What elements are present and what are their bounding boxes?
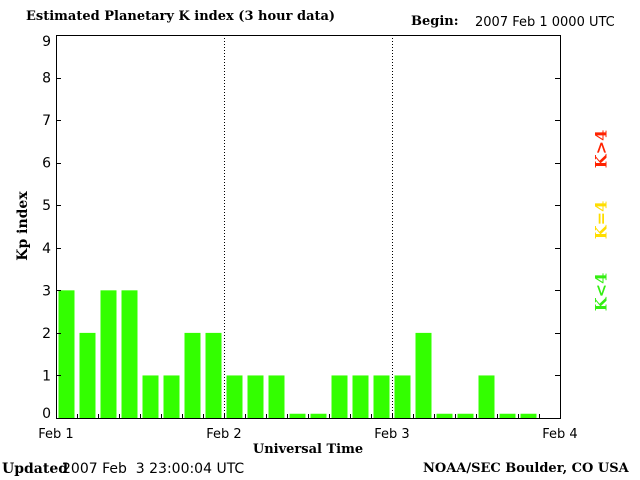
y-tick-label: 7 bbox=[42, 113, 51, 129]
kp-bar bbox=[226, 375, 243, 418]
y-tick-label: 8 bbox=[42, 71, 51, 87]
kp-bar bbox=[373, 375, 390, 418]
legend-k-less-4: K<4 bbox=[591, 272, 611, 312]
kp-bar bbox=[79, 332, 96, 418]
credit-text: NOAA/SEC Boulder, CO USA bbox=[423, 461, 629, 476]
kp-bar bbox=[58, 290, 75, 418]
x-tick-label: Feb 2 bbox=[206, 427, 241, 442]
kp-bar bbox=[352, 375, 369, 418]
plot-frame bbox=[56, 35, 561, 419]
kp-bar bbox=[100, 290, 117, 418]
updated-label: Updated bbox=[2, 461, 69, 477]
y-tick-label: 4 bbox=[42, 241, 51, 257]
begin-label: Begin: bbox=[411, 14, 459, 29]
updated-timestamp: 2007 Feb 3 23:00:04 UTC bbox=[62, 461, 245, 477]
legend-k-equal-4: K=4 bbox=[591, 200, 611, 240]
kp-bar bbox=[205, 332, 222, 418]
x-axis-label: Universal Time bbox=[253, 442, 363, 457]
kp-bar bbox=[184, 332, 201, 418]
kp-bar bbox=[331, 375, 348, 418]
y-tick-label: 3 bbox=[42, 283, 51, 299]
kp-bar bbox=[415, 332, 432, 418]
begin-value: 2007 Feb 1 0000 UTC bbox=[475, 15, 615, 30]
kp-bar bbox=[289, 413, 306, 418]
y-axis-label: Kp index bbox=[15, 191, 31, 261]
y-tick-label: 1 bbox=[42, 368, 51, 384]
kp-bar bbox=[436, 413, 453, 418]
y-tick-label: 9 bbox=[42, 34, 51, 50]
kp-bar bbox=[310, 413, 327, 418]
y-tick-label: 6 bbox=[42, 156, 51, 172]
kp-bar bbox=[142, 375, 159, 418]
y-tick-label: 0 bbox=[42, 406, 51, 422]
kp-bar bbox=[478, 375, 495, 418]
x-tick-label: Feb 1 bbox=[38, 427, 73, 442]
kp-bar bbox=[394, 375, 411, 418]
y-tick-label: 2 bbox=[42, 326, 51, 342]
kp-bar bbox=[520, 413, 537, 418]
x-tick-label: Feb 4 bbox=[542, 427, 577, 442]
legend-k-greater-4: K>4 bbox=[591, 129, 611, 169]
x-tick-label: Feb 3 bbox=[374, 427, 409, 442]
kp-bar bbox=[268, 375, 285, 418]
kp-bar bbox=[499, 413, 516, 418]
kp-bar bbox=[121, 290, 138, 418]
kp-bar bbox=[247, 375, 264, 418]
kp-bar bbox=[457, 413, 474, 418]
kp-bar bbox=[163, 375, 180, 418]
y-tick-label: 5 bbox=[42, 198, 51, 214]
chart-title: Estimated Planetary K index (3 hour data… bbox=[26, 9, 336, 24]
